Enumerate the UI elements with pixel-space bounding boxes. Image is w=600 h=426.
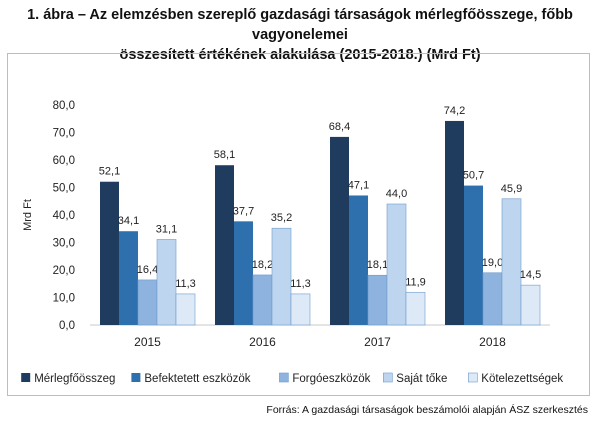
bar-value-label: 18,2 bbox=[252, 259, 273, 271]
legend-swatch bbox=[131, 373, 141, 382]
bar-befektetett-eszk-z-k bbox=[349, 195, 368, 325]
bar-k-telezetts-gek bbox=[405, 291, 426, 326]
bar-befektetett-eszk-z-k bbox=[464, 185, 483, 325]
y-tick-label: 50,0 bbox=[53, 183, 75, 195]
bar-value-label: 34,1 bbox=[118, 215, 139, 227]
bar-value-label: 11,3 bbox=[290, 278, 311, 290]
y-tick-label: 20,0 bbox=[53, 265, 75, 277]
bar-value-label: 11,9 bbox=[405, 276, 426, 288]
bar-saj-t-t-ke bbox=[156, 239, 177, 326]
chart-frame bbox=[7, 53, 590, 396]
legend-label: Saját tőke bbox=[396, 373, 447, 385]
bar-forg-eszk-z-k bbox=[482, 272, 503, 326]
legend-swatch bbox=[21, 373, 31, 382]
bar-value-label: 68,4 bbox=[329, 121, 350, 133]
bar-value-label: 11,3 bbox=[175, 278, 196, 290]
bar-k-telezetts-gek bbox=[175, 293, 196, 326]
legend-label: Kötelezettségek bbox=[481, 373, 563, 385]
bar-befektetett-eszk-z-k bbox=[119, 231, 138, 325]
y-tick-label: 30,0 bbox=[53, 238, 75, 250]
bar-forg-eszk-z-k bbox=[137, 279, 158, 326]
bar-value-label: 74,2 bbox=[444, 105, 465, 117]
bar-k-telezetts-gek bbox=[290, 293, 311, 326]
legend-swatch bbox=[279, 372, 289, 383]
bar-value-label: 16,4 bbox=[137, 264, 158, 276]
legend-label: Befektetett eszközök bbox=[144, 373, 250, 385]
y-tick-label: 70,0 bbox=[53, 128, 75, 140]
y-axis-label: Mrd Ft bbox=[22, 199, 34, 231]
bar-value-label: 50,7 bbox=[463, 170, 484, 182]
chart-title: 1. ábra – Az elemzésben szereplő gazdasá… bbox=[0, 5, 600, 65]
bar-value-label: 45,9 bbox=[501, 183, 522, 195]
y-tick-label: 0,0 bbox=[59, 320, 75, 332]
bar-value-label: 31,1 bbox=[156, 223, 177, 235]
x-tick-label: 2017 bbox=[364, 335, 391, 349]
chart-title-line-1: 1. ábra – Az elemzésben szereplő gazdasá… bbox=[27, 7, 573, 43]
chart-title-line-2: összesített értékének alakulása (2015-20… bbox=[119, 47, 481, 63]
bar-value-label: 58,1 bbox=[214, 149, 235, 161]
bar-value-label: 14,5 bbox=[520, 269, 541, 281]
bar-value-label: 19,0 bbox=[482, 257, 503, 269]
y-tick-label: 40,0 bbox=[53, 210, 75, 222]
x-tick-label: 2015 bbox=[134, 335, 161, 349]
bar-value-label: 35,2 bbox=[271, 212, 292, 224]
bar-m-rlegf-sszeg bbox=[100, 181, 119, 325]
bar-befektetett-eszk-z-k bbox=[234, 221, 253, 325]
bar-forg-eszk-z-k bbox=[367, 274, 388, 326]
legend-label: Forgóeszközök bbox=[292, 373, 370, 385]
bar-forg-eszk-z-k bbox=[252, 274, 273, 326]
y-tick-label: 10,0 bbox=[53, 293, 75, 305]
bar-saj-t-t-ke bbox=[386, 203, 407, 326]
y-tick-label: 60,0 bbox=[53, 155, 75, 167]
bar-m-rlegf-sszeg bbox=[215, 165, 234, 325]
bar-value-label: 52,1 bbox=[99, 166, 120, 178]
x-tick-label: 2018 bbox=[479, 335, 506, 349]
bar-value-label: 47,1 bbox=[348, 179, 369, 191]
legend-label: Mérlegfőösszeg bbox=[34, 373, 115, 385]
source-note: Forrás: A gazdasági társaságok beszámoló… bbox=[266, 404, 588, 416]
bar-saj-t-t-ke bbox=[271, 227, 292, 326]
y-tick-label: 80,0 bbox=[53, 100, 75, 112]
bar-value-label: 18,1 bbox=[367, 259, 388, 271]
bar-value-label: 44,0 bbox=[386, 188, 407, 200]
bar-m-rlegf-sszeg bbox=[445, 120, 464, 325]
bar-saj-t-t-ke bbox=[501, 198, 522, 326]
x-tick-label: 2016 bbox=[249, 335, 276, 349]
bar-value-label: 37,7 bbox=[233, 205, 254, 217]
bar-m-rlegf-sszeg bbox=[330, 136, 349, 325]
legend-swatch bbox=[467, 372, 478, 383]
bar-k-telezetts-gek bbox=[520, 284, 541, 326]
legend-swatch bbox=[382, 372, 393, 383]
